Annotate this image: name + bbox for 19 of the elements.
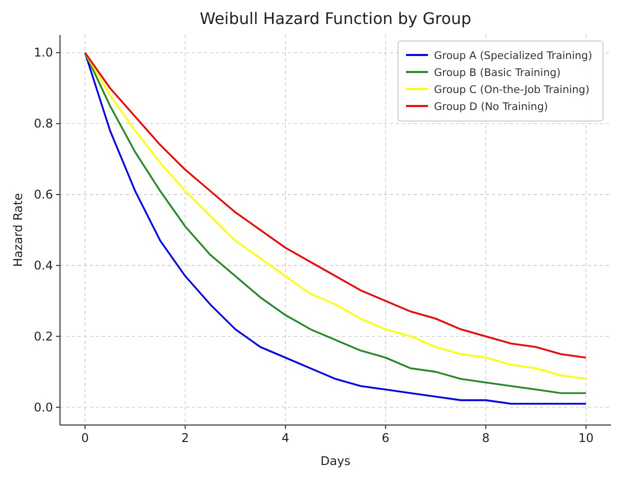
y-tick-label: 0.6 <box>34 188 53 202</box>
y-axis-title: Hazard Rate <box>11 193 25 267</box>
y-tick-label: 0.8 <box>34 116 53 131</box>
y-tick-label: 0.0 <box>34 400 53 414</box>
legend-label: Group B (Basic Training) <box>434 67 561 79</box>
x-tick-label: 4 <box>282 431 290 445</box>
y-tick-label: 0.2 <box>34 329 53 344</box>
legend-label: Group A (Specialized Training) <box>434 50 592 62</box>
x-tick-label: 0 <box>81 431 89 445</box>
x-tick-label: 10 <box>578 431 594 445</box>
x-tick-label: 6 <box>382 431 390 445</box>
legend-label: Group C (On-the-Job Training) <box>434 84 590 96</box>
chart-title: Weibull Hazard Function by Group <box>200 9 472 28</box>
y-tick-label: 1.0 <box>34 46 53 60</box>
x-tick-label: 8 <box>482 431 490 445</box>
x-axis-title: Days <box>320 454 350 468</box>
x-tick-label: 2 <box>181 431 190 445</box>
legend-label: Group D (No Training) <box>434 101 548 113</box>
y-tick-label: 0.4 <box>34 258 53 272</box>
